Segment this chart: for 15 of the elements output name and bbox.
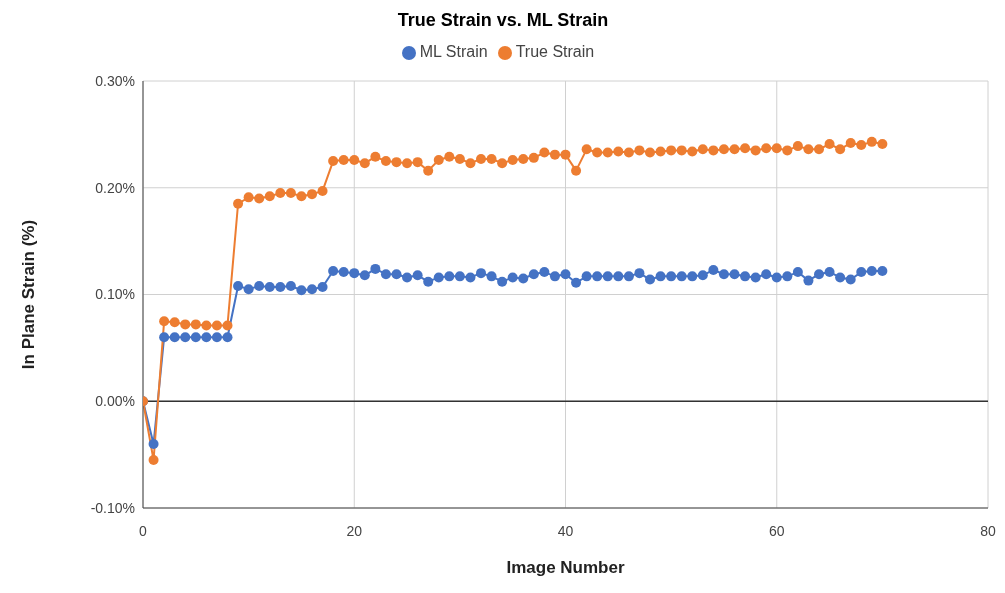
x-tick-label: 20	[346, 522, 363, 539]
x-axis-title: Image Number	[506, 558, 625, 577]
legend-label: ML Strain	[419, 43, 488, 60]
x-tick-label: 60	[768, 522, 785, 539]
y-tick-label: -0.10%	[90, 499, 135, 516]
x-tick-label: 0	[139, 522, 148, 539]
legend-label: True Strain	[515, 43, 595, 60]
y-tick-label: 0.10%	[95, 286, 135, 303]
y-tick-label: 0.00%	[95, 393, 135, 410]
y-tick-label: 0.30%	[95, 72, 135, 89]
x-tick-label: 40	[557, 522, 574, 539]
y-axis-title: In Plane Strain (%)	[19, 219, 39, 370]
chart-title: True Strain vs. ML Strain	[396, 9, 610, 32]
y-tick-label: 0.20%	[95, 179, 135, 196]
x-tick-label: 80	[980, 522, 996, 539]
